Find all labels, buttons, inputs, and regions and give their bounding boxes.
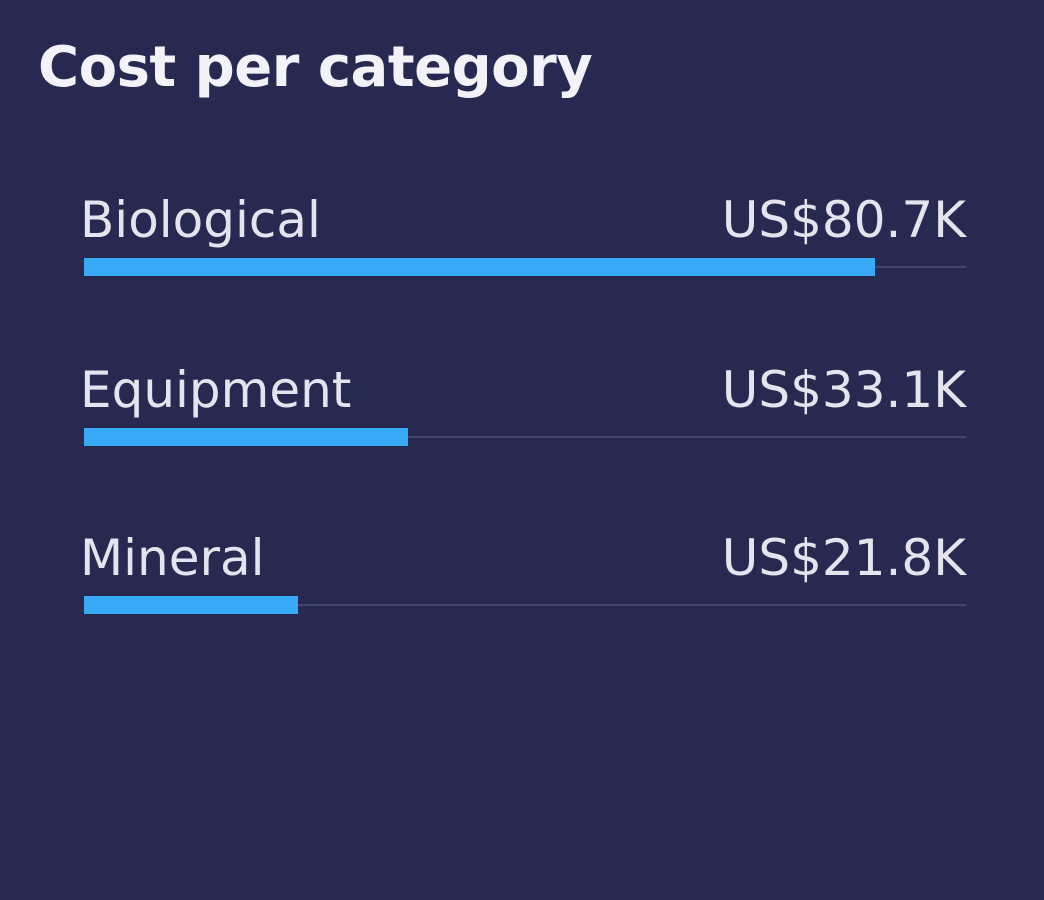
bar: [84, 596, 298, 614]
bar: [84, 258, 875, 276]
category-label: Equipment: [80, 361, 352, 419]
bar: [84, 428, 408, 446]
bar-track: [84, 604, 966, 606]
bar-track: [84, 436, 966, 438]
value-label: US$80.7K: [721, 191, 966, 249]
bar-rows: Biological US$80.7K Equipment US$33.1K Miner…: [80, 0, 966, 900]
category-label: Mineral: [80, 529, 265, 587]
value-label: US$33.1K: [721, 361, 966, 419]
bar-row-mineral: Mineral US$21.8K: [80, 528, 966, 638]
category-label: Biological: [80, 191, 321, 249]
bar-row-equipment: Equipment US$33.1K: [80, 360, 966, 470]
bar-row-biological: Biological US$80.7K: [80, 190, 966, 300]
chart-title: Cost per category: [38, 35, 593, 100]
value-label: US$21.8K: [721, 529, 966, 587]
